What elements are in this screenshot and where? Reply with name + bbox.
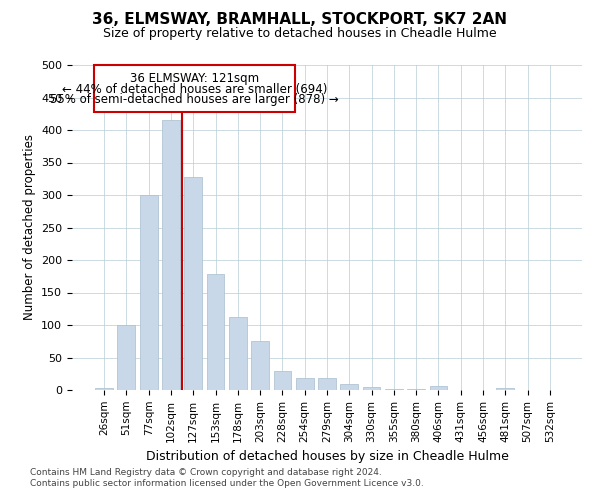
Bar — [184, 177, 202, 390]
Bar — [140, 195, 158, 390]
Bar — [162, 120, 180, 390]
Bar — [407, 388, 425, 390]
Bar — [95, 388, 113, 390]
Bar — [318, 378, 336, 390]
Bar — [296, 378, 314, 390]
Bar — [430, 386, 448, 390]
Text: ← 44% of detached houses are smaller (694): ← 44% of detached houses are smaller (69… — [62, 82, 327, 96]
Bar — [274, 370, 292, 390]
Text: 55% of semi-detached houses are larger (878) →: 55% of semi-detached houses are larger (… — [50, 93, 339, 106]
Bar — [229, 317, 247, 390]
Text: Contains HM Land Registry data © Crown copyright and database right 2024.
Contai: Contains HM Land Registry data © Crown c… — [30, 468, 424, 487]
Bar — [206, 274, 224, 390]
Bar — [362, 387, 380, 390]
Bar — [340, 384, 358, 390]
FancyBboxPatch shape — [94, 65, 295, 112]
Bar — [496, 388, 514, 390]
Bar — [118, 325, 136, 390]
Bar — [251, 341, 269, 390]
X-axis label: Distribution of detached houses by size in Cheadle Hulme: Distribution of detached houses by size … — [146, 450, 508, 463]
Y-axis label: Number of detached properties: Number of detached properties — [23, 134, 35, 320]
Text: 36, ELMSWAY, BRAMHALL, STOCKPORT, SK7 2AN: 36, ELMSWAY, BRAMHALL, STOCKPORT, SK7 2A… — [92, 12, 508, 28]
Text: Size of property relative to detached houses in Cheadle Hulme: Size of property relative to detached ho… — [103, 28, 497, 40]
Text: 36 ELMSWAY: 121sqm: 36 ELMSWAY: 121sqm — [130, 72, 259, 85]
Bar — [385, 388, 403, 390]
